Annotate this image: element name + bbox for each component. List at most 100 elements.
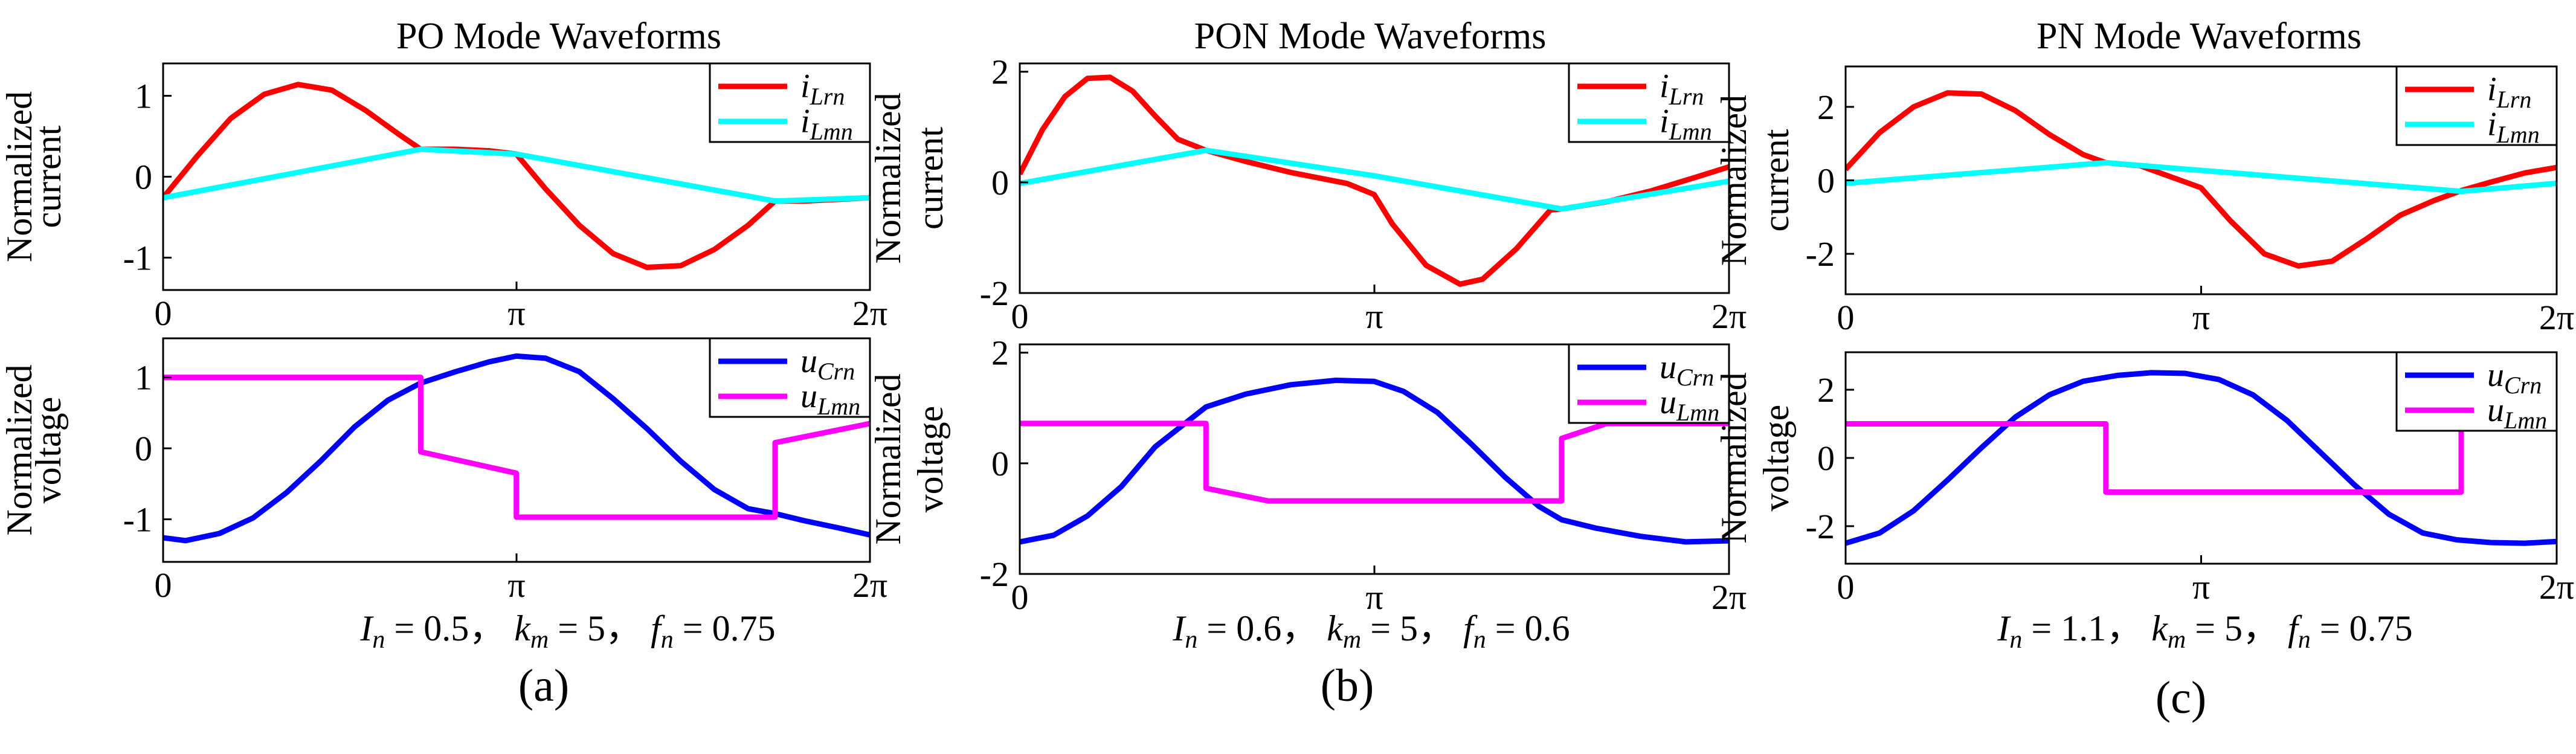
parameters-caption: In = 0.5， km = 5， fn = 0.75 [359, 608, 775, 654]
x-tick-label: 0 [1837, 298, 1855, 337]
legend-box [1568, 343, 1730, 424]
legend-box [2395, 351, 2558, 432]
panel-label: (c) [2156, 672, 2206, 723]
x-tick-label: 2π [1711, 578, 1747, 617]
y-tick-label: -1 [123, 500, 152, 540]
legend-label: iLmn [2487, 106, 2540, 148]
y-axis-label: Normalized [868, 92, 908, 263]
x-tick-label: π [507, 566, 525, 605]
legend-label: iLrn [800, 68, 845, 110]
parameters-caption: In = 0.6， km = 5， fn = 0.6 [1172, 608, 1570, 654]
y-tick-label: 0 [991, 163, 1009, 202]
x-tick-label: π [2192, 567, 2210, 607]
series-line-u-lmn [163, 375, 870, 520]
chart-title: PON Mode Waveforms [1194, 16, 1547, 57]
y-tick-label: 0 [135, 158, 152, 197]
legend-box [2395, 65, 2558, 146]
legend-label: uCrn [1660, 349, 1714, 391]
legend-box [1568, 62, 1730, 143]
series-line-u-crn [163, 353, 870, 544]
series-line-u-crn [1846, 370, 2557, 546]
y-tick-label: 2 [1817, 370, 1835, 410]
y-tick-label: -2 [980, 274, 1009, 313]
y-tick-label: 0 [991, 444, 1009, 483]
legend-label: uLmn [2487, 392, 2547, 434]
legend-label: iLrn [1660, 68, 1704, 110]
y-axis-label: Normalized [1714, 95, 1754, 266]
y-tick-label: 0 [135, 429, 152, 468]
x-tick-label: 2π [852, 294, 887, 333]
x-tick-label: 0 [1011, 297, 1029, 336]
y-tick-label: 2 [991, 334, 1009, 373]
x-tick-label: 0 [155, 566, 172, 605]
legend-box [709, 62, 871, 143]
panel-label: (a) [518, 660, 569, 711]
x-tick-label: π [507, 294, 525, 333]
y-axis-label: Normalized [0, 364, 39, 535]
legend-label: uCrn [800, 343, 855, 385]
legend-label: uCrn [2487, 356, 2542, 399]
chart-title: PO Mode Waveforms [396, 16, 721, 57]
y-axis-label: current [910, 127, 950, 230]
series-line-u-lmn [1020, 420, 1729, 504]
y-tick-label: 1 [135, 358, 152, 398]
x-tick-label: 2π [2539, 298, 2574, 337]
parameters-caption: In = 1.1， km = 5， fn = 0.75 [1997, 608, 2412, 654]
series-line-u-lmn [1846, 421, 2557, 495]
y-tick-label: -2 [1806, 234, 1835, 274]
x-tick-label: 2π [1711, 297, 1747, 336]
y-axis-label: Normalized [868, 373, 908, 544]
x-tick-label: π [2192, 298, 2210, 337]
x-tick-label: 0 [1011, 578, 1029, 617]
series-line-u-crn [1020, 378, 1729, 545]
x-tick-label: 2π [2539, 567, 2574, 607]
legend-label: iLmn [1660, 103, 1712, 145]
y-axis-label: voltage [910, 406, 950, 513]
y-tick-label: 1 [135, 77, 152, 116]
y-axis-label: voltage [1756, 405, 1796, 512]
x-tick-label: 2π [852, 566, 887, 605]
legend-box [709, 337, 871, 418]
y-tick-label: 0 [1817, 161, 1835, 201]
y-tick-label: -1 [123, 238, 152, 277]
y-axis-label: voltage [28, 397, 68, 504]
x-tick-label: 0 [1837, 567, 1855, 607]
x-tick-label: π [1365, 297, 1383, 336]
legend-label: uLmn [800, 378, 860, 420]
y-axis-label: Normalized [1714, 372, 1754, 543]
y-axis-label: Normalized [0, 91, 39, 262]
series-line-i-lrn [1846, 90, 2557, 269]
y-tick-label: -2 [980, 555, 1009, 594]
legend-label: iLmn [800, 103, 853, 145]
series-line-i-lmn [1020, 147, 1729, 212]
legend-label: iLrn [2487, 71, 2531, 113]
y-tick-label: 2 [1817, 88, 1835, 127]
series-line-i-lmn [1846, 160, 2557, 195]
chart-title: PN Mode Waveforms [2037, 16, 2362, 57]
x-tick-label: 0 [155, 294, 172, 333]
y-axis-label: current [28, 125, 68, 228]
y-tick-label: -2 [1806, 507, 1835, 546]
legend-label: uLmn [1660, 384, 1719, 426]
y-tick-label: 2 [991, 53, 1009, 92]
series-line-i-lmn [163, 146, 870, 204]
y-tick-label: 0 [1817, 439, 1835, 478]
y-axis-label: current [1756, 129, 1796, 231]
panel-label: (b) [1321, 660, 1374, 711]
